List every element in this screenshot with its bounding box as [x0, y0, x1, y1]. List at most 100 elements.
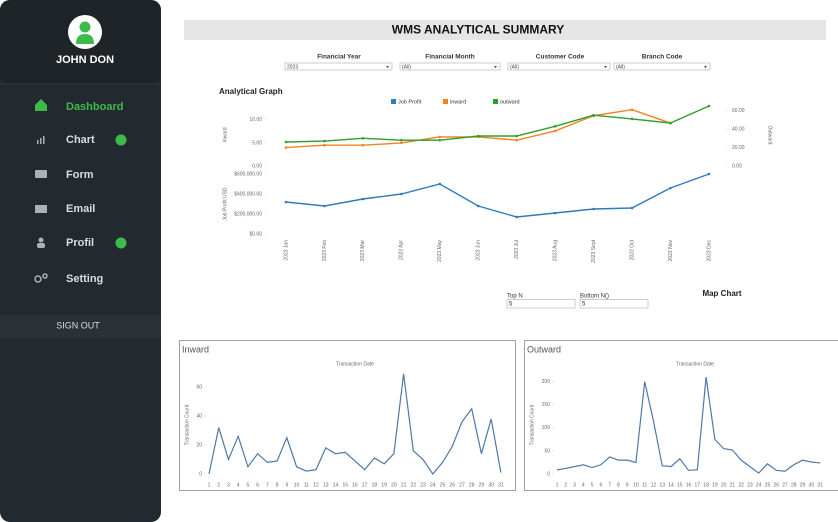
legend-swatch	[391, 99, 396, 104]
x-tick-label: 2	[217, 482, 220, 488]
axis-title: Outward	[767, 126, 773, 145]
y-tick-label: 0.00	[252, 163, 262, 169]
menu-item[interactable]: Dashboard	[66, 101, 123, 113]
x-tick-label: 24	[756, 482, 762, 488]
menu-item[interactable]: Email	[66, 203, 95, 215]
status-dot	[115, 134, 127, 146]
x-tick-label: 17	[362, 482, 368, 488]
data-point	[323, 139, 326, 143]
x-tick-label: 20	[721, 482, 727, 488]
data-point	[284, 146, 288, 149]
x-tick-label: 2023 Nov	[668, 240, 674, 262]
menu-item[interactable]: Profil	[66, 237, 94, 249]
sign-out[interactable]: SIGN OUT	[56, 320, 100, 330]
data-point	[669, 121, 672, 125]
sidebar	[0, 0, 161, 522]
icon-email	[35, 205, 47, 213]
x-tick-label: 5	[247, 482, 250, 488]
x-tick-label: 16	[686, 482, 692, 488]
chart-subtitle: Transaction Date	[676, 361, 714, 367]
x-tick-label: 2023 Feb	[322, 240, 328, 261]
menu-item[interactable]: Chart	[66, 134, 95, 146]
dropdown-value: (All)	[616, 64, 625, 70]
dropdown[interactable]	[507, 62, 611, 71]
x-tick-label: 16	[352, 482, 358, 488]
user-name: JOHN DON	[56, 54, 114, 66]
graph-title: Analytical Graph	[219, 87, 283, 96]
x-tick-label: 4	[582, 482, 585, 488]
y-tick-label: 0	[547, 471, 550, 477]
data-point	[553, 125, 557, 128]
panel	[179, 340, 516, 491]
x-tick-label: 28	[469, 482, 475, 488]
x-tick-label: 10	[294, 482, 300, 488]
data-point	[361, 137, 365, 140]
x-tick-label: 2023 Aug	[552, 240, 558, 261]
data-point	[592, 207, 595, 211]
x-tick-label: 11	[304, 482, 309, 488]
y2-tick-label: 60.00	[732, 108, 745, 114]
data-point	[669, 186, 672, 190]
data-line	[556, 377, 821, 474]
data-point	[323, 204, 326, 208]
x-tick-label: 17	[695, 482, 701, 488]
icon-setting	[34, 273, 48, 283]
data-point	[438, 135, 442, 139]
x-tick-label: 11	[642, 482, 647, 488]
x-tick-label: 2023 Jul	[514, 240, 520, 259]
x-tick-label: 7	[266, 482, 269, 488]
x-tick-label: 7	[608, 482, 611, 488]
title-bar	[184, 20, 826, 40]
x-tick-label: 30	[488, 482, 494, 488]
filter-label: Branch Code	[642, 54, 683, 61]
input-box[interactable]	[579, 299, 649, 309]
dropdown-arrow	[386, 66, 389, 68]
dropdown-arrow	[604, 66, 607, 68]
dropdown-value: 2023	[287, 64, 298, 70]
data-point	[284, 140, 288, 144]
data-point	[400, 138, 403, 142]
axis-title: Job Profit USD	[222, 187, 228, 220]
legend-label: inward	[450, 99, 466, 105]
y3-tick-label: $600,000.00	[234, 171, 262, 177]
data-point	[476, 134, 480, 138]
data-point	[515, 215, 518, 219]
y2-tick-label: 0.00	[732, 163, 742, 169]
x-tick-label: 8	[276, 482, 279, 488]
data-point	[323, 143, 326, 147]
panel	[524, 340, 838, 491]
x-tick-label: 2023 Jan	[283, 240, 289, 261]
x-tick-label: 14	[333, 482, 339, 488]
x-tick-label: 5	[591, 482, 594, 488]
x-tick-label: 30	[809, 482, 815, 488]
data-point	[400, 192, 403, 196]
data-line	[285, 105, 710, 143]
x-tick-label: 12	[651, 482, 657, 488]
legend-label: outward	[500, 99, 520, 105]
data-point	[438, 182, 442, 186]
x-tick-label: 8	[617, 482, 620, 488]
x-tick-label: 9	[626, 482, 629, 488]
input-label: Bottom N()	[580, 294, 609, 300]
y-tick-label: 150	[542, 402, 551, 408]
x-tick-label: 18	[703, 482, 709, 488]
x-tick-label: 2023 May	[437, 240, 443, 262]
x-tick-label: 1	[208, 482, 211, 488]
legend-label: Job Profit	[398, 99, 422, 105]
menu-item[interactable]: Form	[66, 169, 94, 181]
x-tick-label: 2023 Apr	[399, 240, 405, 260]
x-tick-label: 25	[440, 482, 446, 488]
icon-dashboard	[35, 99, 47, 111]
y-tick-label: 10.00	[249, 117, 262, 123]
dropdown[interactable]	[284, 62, 393, 71]
data-point	[476, 204, 480, 208]
axis-title: Inward	[222, 127, 228, 142]
input-box[interactable]	[506, 299, 576, 309]
menu-item[interactable]: Setting	[66, 273, 103, 285]
dropdown[interactable]	[399, 62, 501, 71]
avatar-head	[79, 21, 91, 33]
dropdown[interactable]	[613, 62, 711, 71]
axis-title: Transaction Count	[529, 404, 535, 445]
x-tick-label: 27	[782, 482, 788, 488]
